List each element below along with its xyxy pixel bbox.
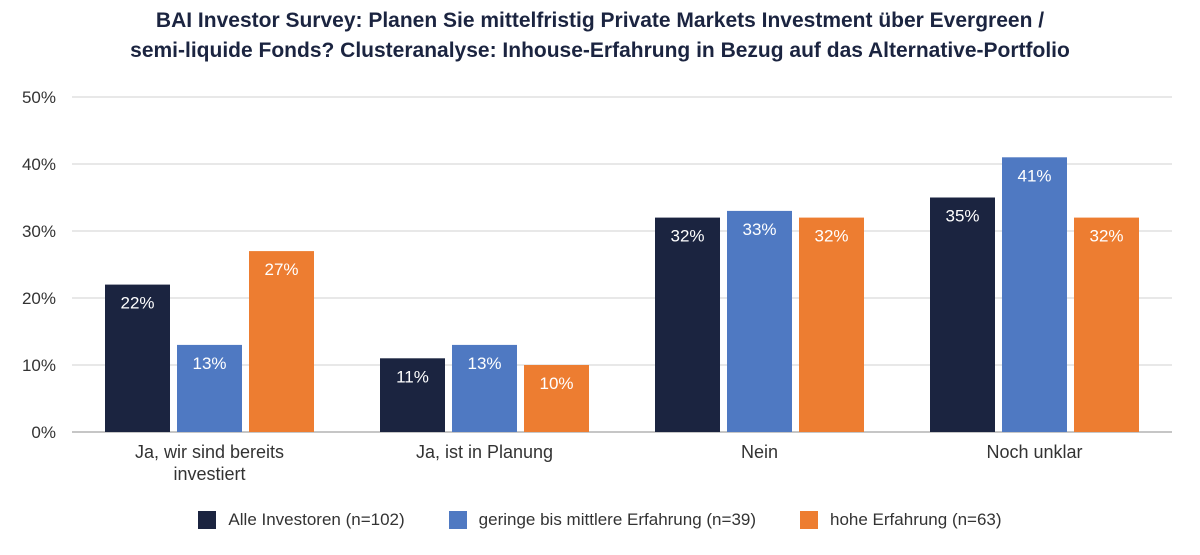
bar-s1-c0 <box>177 344 242 432</box>
data-label-s0-c1: 11% <box>396 367 429 386</box>
chart-title-line-1: BAI Investor Survey: Planen Sie mittelfr… <box>155 9 1045 32</box>
data-label-s2-c1: 10% <box>539 374 573 393</box>
y-tick-label-50: 50% <box>22 88 56 107</box>
x-tick-label-c1-l0: Ja, ist in Planung <box>416 442 553 462</box>
data-label-s1-c2: 33% <box>742 220 776 239</box>
data-label-s1-c0: 13% <box>192 354 226 373</box>
bar-s1-c1 <box>452 344 517 432</box>
bar-s0-c3 <box>930 197 995 432</box>
data-label-s2-c0: 27% <box>264 260 298 279</box>
legend-label-alle: Alle Investoren (n=102) <box>228 510 405 529</box>
legend-swatch-geringe <box>448 511 467 529</box>
data-label-s0-c3: 35% <box>945 207 979 226</box>
chart-title-line-2: semi-liquide Fonds? Clusteranalyse: Inho… <box>130 39 1070 62</box>
y-tick-label-20: 20% <box>22 289 56 308</box>
bar-s2-c1 <box>524 365 589 432</box>
data-label-s2-c3: 32% <box>1089 227 1123 246</box>
bar-s0-c2 <box>655 217 720 432</box>
legend-label-geringe: geringe bis mittlere Erfahrung (n=39) <box>478 510 757 529</box>
bar-s1-c2 <box>727 210 792 432</box>
bar-s0-c0 <box>105 284 170 432</box>
legend-item-hohe: hohe Erfahrung (n=63) <box>800 510 1002 530</box>
data-label-s1-c3: 41% <box>1017 166 1051 185</box>
legend-swatch-hohe <box>800 511 819 529</box>
data-label-s0-c0: 22% <box>120 294 154 313</box>
x-tick-label-c3-l0: Noch unklar <box>986 442 1082 462</box>
x-tick-label-c0-l1: investiert <box>173 464 245 484</box>
legend-label-hohe: hohe Erfahrung (n=63) <box>830 510 1002 529</box>
data-label-s2-c2: 32% <box>814 227 848 246</box>
bar-s2-c0 <box>249 251 314 432</box>
bar-s0-c1 <box>380 358 445 432</box>
y-tick-label-0: 0% <box>31 423 56 442</box>
legend-item-alle: Alle Investoren (n=102) <box>198 510 405 530</box>
bar-s2-c3 <box>1074 217 1139 432</box>
y-tick-label-10: 10% <box>22 356 56 375</box>
chart-title: BAI Investor Survey: Planen Sie mittelfr… <box>0 6 1200 66</box>
data-label-s1-c1: 13% <box>467 354 501 373</box>
data-label-s0-c2: 32% <box>670 227 704 246</box>
legend-item-geringe: geringe bis mittlere Erfahrung (n=39) <box>448 510 757 530</box>
bar-s1-c3 <box>1002 157 1067 433</box>
legend-swatch-alle <box>198 511 217 529</box>
y-tick-label-40: 40% <box>22 155 56 174</box>
bar-chart: 0% 10% 20% 30% 40% 50% 22% 13% 27% Ja, wir sind b… <box>22 88 1172 484</box>
legend: Alle Investoren (n=102) geringe bis mitt… <box>0 510 1200 530</box>
x-tick-label-c2-l0: Nein <box>741 442 778 462</box>
y-tick-label-30: 30% <box>22 222 56 241</box>
bar-s2-c2 <box>799 217 864 432</box>
x-tick-label-c0-l0: Ja, wir sind bereits <box>135 442 284 462</box>
